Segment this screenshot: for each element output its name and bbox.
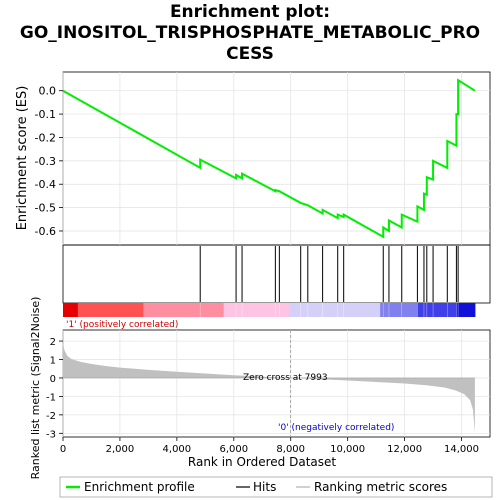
- color-bar-segment-1: [77, 303, 144, 317]
- metric-y-tick-label-5: -3: [46, 429, 56, 440]
- negative-correlation-label: '0' (negatively correlated): [278, 423, 394, 433]
- color-bar-segment-2: [143, 303, 225, 317]
- rank-color-bar: [63, 303, 476, 317]
- metric-y-tick-label-1: 1: [50, 356, 56, 367]
- positive-correlation-label: '1' (positively correlated): [66, 320, 178, 330]
- enrichment-profile-line: [62, 78, 476, 239]
- x-tick-label-0: 0: [60, 444, 66, 455]
- x-tick-label-4: 8,000: [276, 444, 305, 455]
- hit-marks: [199, 246, 459, 302]
- metric-y-tick-label-0: 2: [50, 337, 56, 348]
- metric-y-axis-label: Ranked list metric (Signal2Noise): [29, 297, 42, 480]
- chart-title-line-1: Enrichment plot:: [169, 2, 331, 22]
- es-y-tick-label-4: -0.4: [35, 178, 56, 191]
- es-y-tick-label-5: -0.5: [35, 202, 56, 215]
- es-y-tick-label-6: -0.6: [35, 225, 56, 238]
- color-bar-segment-4: [289, 303, 381, 317]
- x-tick-label-2: 4,000: [163, 444, 192, 455]
- legend-hits-label: Hits: [253, 480, 276, 494]
- x-tick-label-1: 2,000: [106, 444, 135, 455]
- metric-y-tick-label-3: -1: [46, 392, 56, 403]
- x-axis-label: Rank in Ordered Dataset: [188, 455, 336, 469]
- es-y-tick-label-0: 0.0: [39, 85, 57, 98]
- es-curve: [62, 78, 476, 239]
- x-tick-label-3: 6,000: [219, 444, 248, 455]
- es-y-tick-label-2: -0.2: [35, 131, 56, 144]
- es-panel-frame: [62, 71, 491, 246]
- metric-area: [63, 330, 475, 437]
- color-bar-segment-7: [456, 303, 476, 317]
- x-tick-label-7: 14,000: [444, 444, 479, 455]
- color-bar-segment-6: [417, 303, 457, 317]
- legend-enrichment-label: Enrichment profile: [84, 480, 195, 494]
- x-tick-label-6: 12,000: [387, 444, 422, 455]
- metric-area-path: [63, 342, 475, 433]
- legend-box: [59, 476, 493, 498]
- x-tick-label-5: 10,000: [330, 444, 365, 455]
- es-y-tick-label-3: -0.3: [35, 155, 56, 168]
- axes-ticks: 0 2,000 4,000 6,000 8,000 10,000 12,000 14,000 0…: [35, 85, 480, 455]
- legend-metric-label: Ranking metric scores: [314, 480, 447, 494]
- zero-cross-label: Zero cross at 7993: [243, 373, 328, 383]
- color-bar-segment-5: [380, 303, 418, 317]
- color-bar-segment-0: [63, 303, 79, 317]
- chart-title-line-3: CESS: [226, 44, 274, 64]
- hits-panel-frame: [62, 244, 491, 304]
- metric-y-tick-label-2: 0: [50, 374, 56, 385]
- color-bar-segment-3: [223, 303, 291, 317]
- chart-title: Enrichment plot: GO_INOSITOL_TRISPHOSPHA…: [0, 2, 500, 65]
- es-y-tick-label-1: -0.1: [35, 108, 56, 121]
- metric-y-tick-label-4: -2: [46, 411, 56, 422]
- es-y-axis-label: Enrichment score (ES): [15, 86, 30, 231]
- es-grid: [62, 72, 490, 245]
- chart-title-line-2: GO_INOSITOL_TRISPHOSPHATE_METABOLIC_PRO: [19, 23, 481, 43]
